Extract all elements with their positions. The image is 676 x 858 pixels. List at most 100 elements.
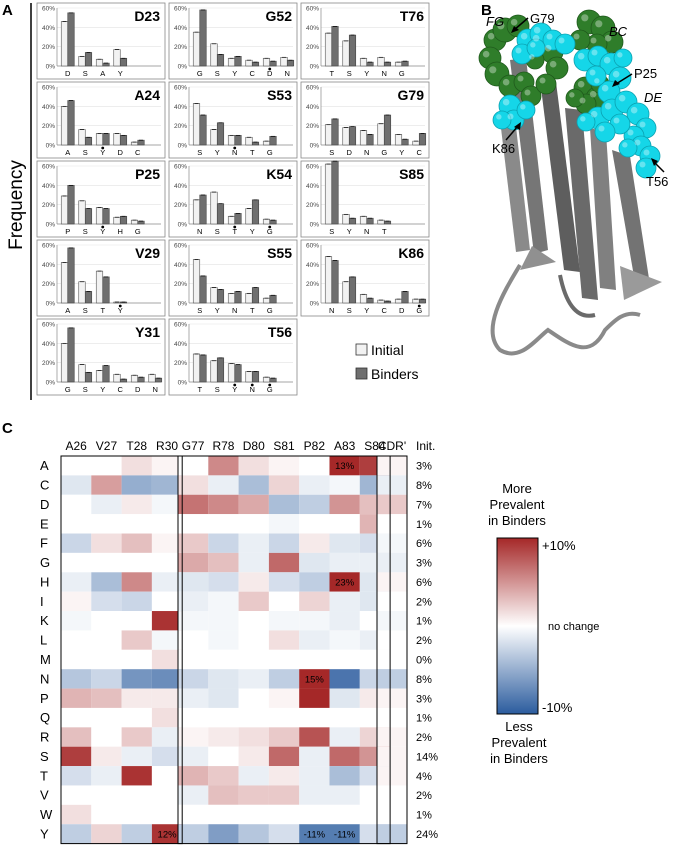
heatmap-cell [208, 727, 239, 747]
heatmap-cell [121, 591, 152, 612]
heatmap-cell [329, 630, 360, 650]
column-header: G77 [182, 439, 205, 453]
heatmap-cell [178, 591, 209, 612]
x-tick-label: Y [100, 227, 105, 236]
heatmap-cell [329, 456, 360, 476]
legend: Initial Binders [355, 342, 418, 382]
heatmap-cell [299, 727, 330, 747]
cell-annotation: 12% [158, 829, 178, 840]
bar-binders-s [348, 276, 357, 304]
bar-binders-a [102, 62, 110, 67]
ribbon-arrow [520, 246, 556, 270]
bar-binders-t [251, 287, 260, 304]
heatmap-cell [151, 804, 183, 825]
bar-initial-c [113, 373, 121, 383]
heatmap-cell [151, 533, 183, 553]
bar-initial-n [192, 199, 201, 225]
ribbon-strand [612, 150, 650, 288]
x-tick-label: G [135, 227, 141, 236]
position-title: K54 [266, 166, 292, 182]
heatmap-cell [208, 746, 239, 767]
heatmap-cell [208, 591, 239, 612]
heatmap-cell [151, 669, 183, 689]
bar-binders-y [251, 199, 260, 225]
subplot-frame [168, 160, 298, 238]
sphere-highlight [544, 44, 552, 52]
heatmap-cell [178, 475, 209, 495]
sphere-green [565, 88, 585, 108]
bar-binders-s [84, 52, 93, 67]
bar-binders-y [348, 217, 357, 225]
heatmap-cell [121, 707, 152, 728]
bar-initial-s [78, 129, 86, 146]
bar-binders-n [331, 260, 339, 304]
position-title: P25 [135, 166, 160, 182]
residue-label-k86: K86 [492, 141, 515, 156]
bar-binders-n [286, 59, 295, 67]
heatmap-cell [238, 746, 269, 767]
arrow-k86 [505, 125, 519, 141]
significance-dot [101, 146, 105, 150]
heatmap-cell [151, 611, 183, 631]
colorbar-min-label: -10% [542, 700, 573, 715]
y-tick-label: 40% [306, 183, 319, 190]
y-tick-label: 0% [310, 222, 320, 229]
y-tick-label: 20% [174, 360, 187, 367]
bar-binders-y [366, 61, 374, 67]
init-value: 2% [416, 732, 432, 744]
bar-initial-y [95, 207, 104, 225]
heatmap-cell [61, 572, 92, 592]
y-tick-label: 20% [174, 44, 187, 51]
y-tick-label: 0% [46, 301, 56, 308]
ribbon-strand [565, 108, 598, 300]
bar-initial-c [130, 141, 139, 146]
x-tick-label: D [267, 69, 273, 78]
x-tick-label: G [399, 69, 405, 78]
significance-dot [268, 383, 272, 387]
heatmap-block-frame [60, 455, 183, 845]
y-tick-label: 20% [42, 202, 55, 209]
heatmap-cell [121, 494, 152, 515]
bar-initial-h [113, 216, 121, 225]
heatmap-cell [238, 552, 269, 573]
heatmap-cell [121, 785, 152, 805]
sphere-highlight [591, 49, 598, 56]
colorbar-title-top: More [502, 481, 532, 496]
bar-binders-g [401, 60, 409, 67]
heatmap-cell [91, 572, 122, 592]
y-tick-label: 0% [46, 64, 56, 71]
position-title: S53 [267, 87, 292, 103]
x-tick-label: Y [118, 306, 123, 315]
y-tick-label: 60% [42, 322, 55, 329]
y-tick-label: 40% [174, 25, 187, 32]
heatmap-cell [91, 456, 122, 476]
sphere-cyan [594, 121, 616, 143]
loop-label-bc: BC [609, 24, 628, 39]
bar-binders-t [331, 26, 339, 67]
bar-binders-s [199, 114, 207, 146]
sphere-highlight [497, 22, 505, 30]
row-label-p: P [40, 691, 49, 706]
heatmap-cell [178, 533, 209, 553]
heatmap-cell [121, 766, 152, 786]
x-tick-label: Y [347, 227, 352, 236]
bar-binders-y [366, 297, 374, 304]
y-tick-label: 60% [306, 243, 319, 250]
x-tick-label: T [382, 227, 387, 236]
heatmap-cell [238, 630, 269, 650]
y-tick-label: 60% [42, 85, 55, 92]
bar-binders-s [84, 136, 93, 146]
position-title: T76 [400, 8, 424, 24]
y-tick-label: 20% [42, 281, 55, 288]
y-tick-label: 20% [174, 281, 187, 288]
sphere-highlight [604, 102, 612, 110]
bar-binders-n [366, 134, 374, 146]
bar-binders-c [418, 133, 427, 146]
row-label-a: A [40, 458, 49, 473]
x-tick-label: N [232, 148, 237, 157]
init-value: 7% [416, 499, 432, 511]
bar-binders-y [216, 122, 225, 146]
heatmap-cell [208, 572, 239, 592]
x-tick-label: N [232, 306, 237, 315]
sphere-green [535, 73, 557, 95]
